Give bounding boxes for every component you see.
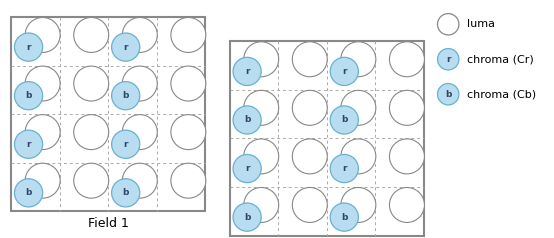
- Text: b: b: [341, 115, 347, 124]
- Circle shape: [171, 66, 206, 101]
- Circle shape: [14, 179, 43, 207]
- Circle shape: [330, 203, 358, 231]
- Circle shape: [438, 49, 459, 70]
- Text: r: r: [245, 67, 249, 76]
- Circle shape: [341, 139, 376, 174]
- Text: b: b: [122, 188, 129, 197]
- Circle shape: [244, 139, 279, 174]
- Circle shape: [389, 42, 424, 77]
- Text: r: r: [26, 140, 31, 149]
- Circle shape: [341, 90, 376, 125]
- Text: r: r: [446, 55, 450, 64]
- Circle shape: [122, 17, 157, 52]
- Circle shape: [389, 139, 424, 174]
- Text: b: b: [244, 115, 250, 124]
- Circle shape: [171, 17, 206, 52]
- Circle shape: [293, 90, 327, 125]
- Circle shape: [122, 115, 157, 150]
- Circle shape: [122, 66, 157, 101]
- Circle shape: [25, 115, 60, 150]
- Circle shape: [14, 33, 43, 61]
- Circle shape: [330, 106, 358, 134]
- Bar: [11, 17, 206, 211]
- Text: r: r: [245, 164, 249, 173]
- Circle shape: [111, 179, 140, 207]
- Circle shape: [25, 17, 60, 52]
- Circle shape: [330, 154, 358, 183]
- Circle shape: [25, 66, 60, 101]
- Circle shape: [74, 17, 109, 52]
- Circle shape: [330, 57, 358, 85]
- Text: r: r: [342, 67, 346, 76]
- Circle shape: [341, 42, 376, 77]
- Circle shape: [171, 163, 206, 198]
- Circle shape: [111, 82, 140, 110]
- Circle shape: [233, 154, 261, 183]
- Text: r: r: [124, 43, 128, 52]
- Text: r: r: [124, 140, 128, 149]
- Text: b: b: [445, 90, 452, 99]
- Circle shape: [438, 84, 459, 105]
- Circle shape: [74, 163, 109, 198]
- Text: b: b: [25, 91, 32, 100]
- Circle shape: [74, 66, 109, 101]
- Text: r: r: [26, 43, 31, 52]
- Text: chroma (Cb): chroma (Cb): [466, 89, 536, 99]
- Circle shape: [233, 203, 261, 231]
- Text: b: b: [25, 188, 32, 197]
- Circle shape: [14, 130, 43, 158]
- Circle shape: [293, 42, 327, 77]
- Circle shape: [233, 106, 261, 134]
- Circle shape: [122, 163, 157, 198]
- Circle shape: [293, 139, 327, 174]
- Circle shape: [341, 188, 376, 223]
- Text: b: b: [341, 213, 347, 222]
- Text: Field 1: Field 1: [88, 217, 129, 230]
- Circle shape: [171, 115, 206, 150]
- Circle shape: [244, 42, 279, 77]
- Circle shape: [233, 57, 261, 85]
- Circle shape: [111, 33, 140, 61]
- Circle shape: [389, 90, 424, 125]
- Circle shape: [244, 90, 279, 125]
- Text: luma: luma: [466, 19, 495, 29]
- Circle shape: [244, 188, 279, 223]
- Text: b: b: [244, 213, 250, 222]
- Text: r: r: [342, 164, 346, 173]
- Circle shape: [293, 188, 327, 223]
- Circle shape: [14, 82, 43, 110]
- Circle shape: [25, 163, 60, 198]
- Text: b: b: [122, 91, 129, 100]
- Bar: [230, 41, 424, 236]
- Circle shape: [111, 130, 140, 158]
- Circle shape: [438, 14, 459, 35]
- Circle shape: [74, 115, 109, 150]
- Circle shape: [389, 188, 424, 223]
- Text: chroma (Cr): chroma (Cr): [466, 54, 534, 64]
